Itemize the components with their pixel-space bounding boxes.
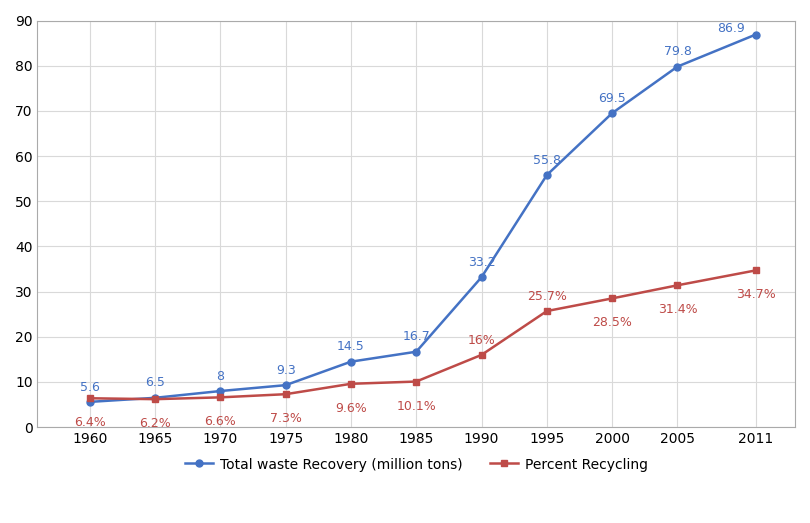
Percent Recycling: [85, 395, 95, 402]
Text: 25.7%: 25.7%: [527, 290, 567, 303]
Text: 79.8: 79.8: [663, 46, 692, 58]
Text: 55.8: 55.8: [533, 154, 561, 167]
Text: 33.2: 33.2: [467, 256, 496, 269]
Line: Percent Recycling: Percent Recycling: [86, 267, 759, 403]
Total waste Recovery (million tons): [542, 172, 552, 178]
Percent Recycling: [672, 282, 682, 289]
Text: 16.7: 16.7: [403, 331, 430, 344]
Total waste Recovery (million tons): [150, 395, 160, 401]
Text: 69.5: 69.5: [599, 92, 626, 105]
Percent Recycling: [542, 308, 552, 314]
Text: 31.4%: 31.4%: [658, 303, 697, 316]
Text: 14.5: 14.5: [337, 340, 364, 354]
Total waste Recovery (million tons): [672, 63, 682, 70]
Text: 16%: 16%: [467, 334, 496, 347]
Text: 86.9: 86.9: [717, 21, 744, 35]
Total waste Recovery (million tons): [346, 359, 356, 365]
Text: 6.4%: 6.4%: [74, 416, 105, 429]
Total waste Recovery (million tons): [215, 388, 225, 394]
Percent Recycling: [608, 295, 617, 302]
Total waste Recovery (million tons): [281, 382, 291, 388]
Percent Recycling: [150, 396, 160, 402]
Text: 5.6: 5.6: [80, 381, 100, 393]
Text: 6.6%: 6.6%: [204, 415, 237, 428]
Percent Recycling: [215, 394, 225, 401]
Total waste Recovery (million tons): [608, 110, 617, 116]
Text: 9.3: 9.3: [275, 364, 296, 377]
Percent Recycling: [751, 267, 761, 274]
Total waste Recovery (million tons): [85, 399, 95, 405]
Text: 28.5%: 28.5%: [592, 316, 632, 329]
Text: 9.6%: 9.6%: [335, 402, 367, 415]
Text: 6.2%: 6.2%: [139, 417, 171, 430]
Legend: Total waste Recovery (million tons), Percent Recycling: Total waste Recovery (million tons), Per…: [179, 452, 653, 477]
Total waste Recovery (million tons): [477, 274, 487, 280]
Text: 7.3%: 7.3%: [270, 412, 301, 425]
Total waste Recovery (million tons): [751, 31, 761, 38]
Text: 6.5: 6.5: [145, 377, 165, 390]
Text: 34.7%: 34.7%: [736, 289, 776, 301]
Percent Recycling: [346, 381, 356, 387]
Percent Recycling: [477, 352, 487, 358]
Percent Recycling: [281, 391, 291, 397]
Text: 8: 8: [216, 370, 224, 383]
Line: Total waste Recovery (million tons): Total waste Recovery (million tons): [86, 31, 759, 405]
Text: 10.1%: 10.1%: [396, 400, 436, 413]
Total waste Recovery (million tons): [411, 349, 421, 355]
Percent Recycling: [411, 379, 421, 385]
